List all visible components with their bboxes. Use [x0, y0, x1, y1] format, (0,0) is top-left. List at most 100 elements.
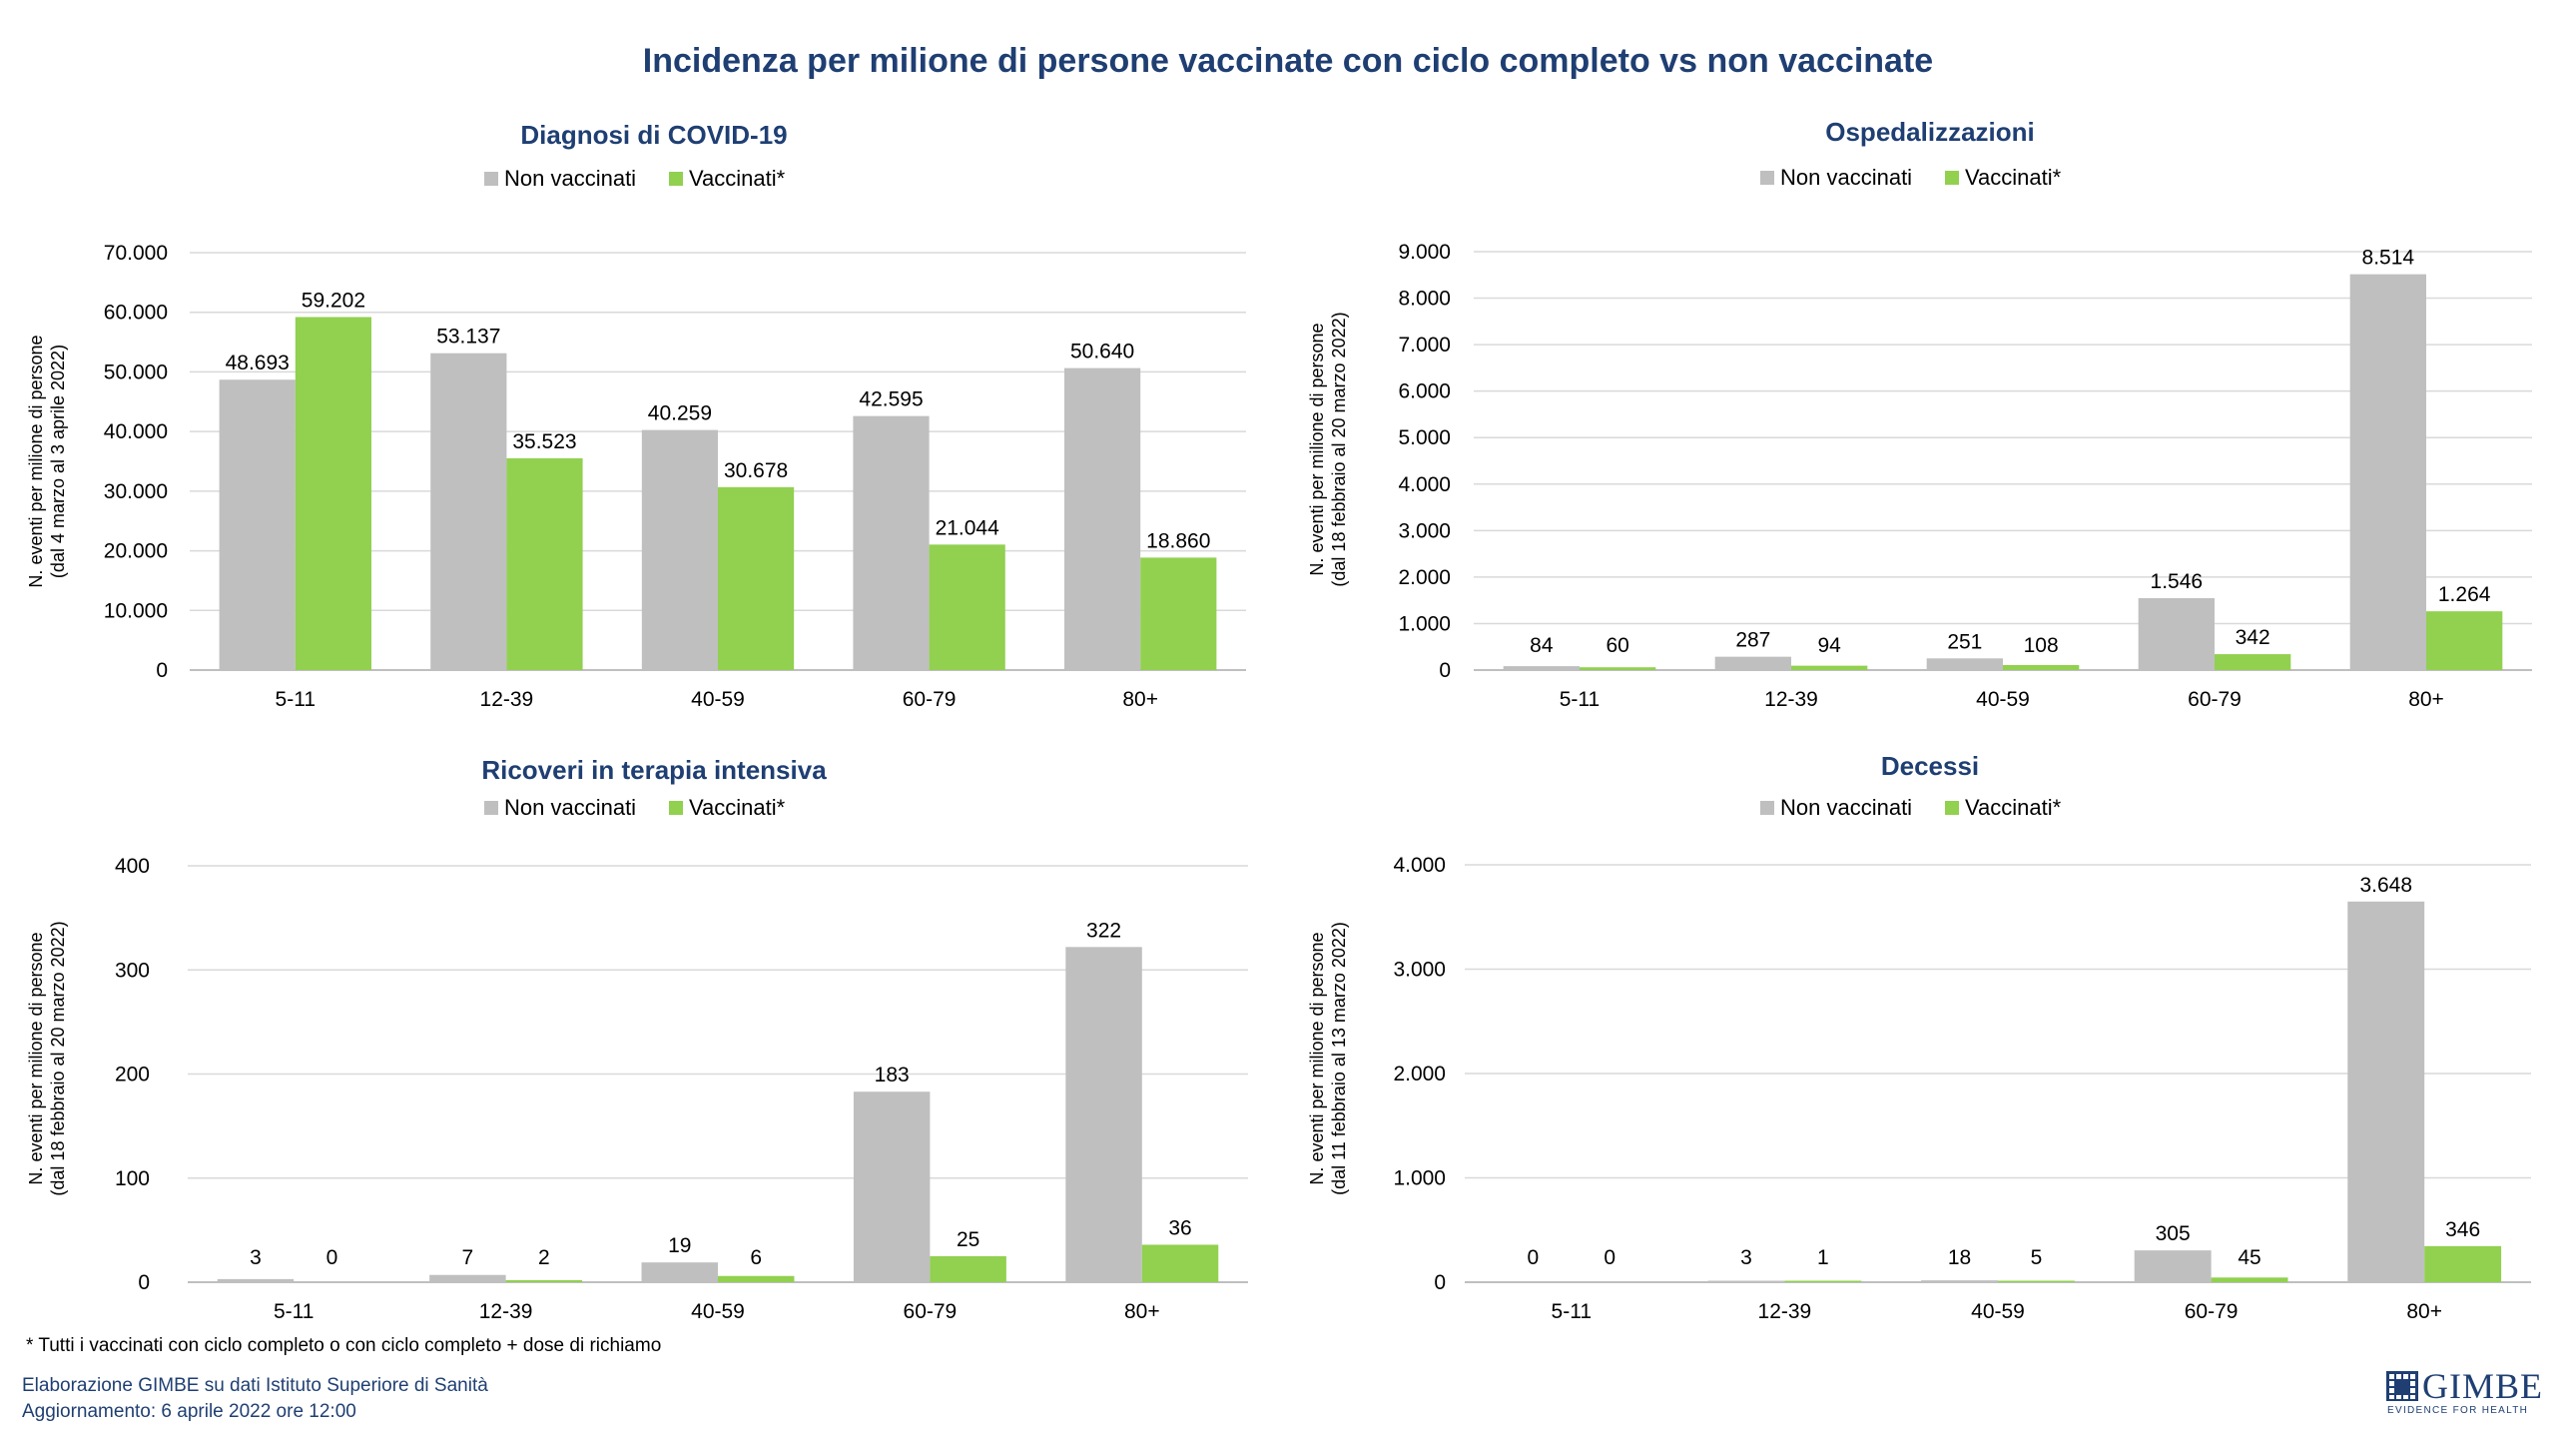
chart4-legend-label-non-vaccinati: Non vaccinati [1780, 795, 1912, 820]
chart3-data-label: 2 [538, 1246, 550, 1269]
chart4-data-label: 45 [2238, 1246, 2260, 1269]
chart4-ytick-label: 1.000 [1393, 1167, 1446, 1190]
chart1-ytick-label: 60.000 [104, 302, 168, 325]
chart1-legend-swatch-vaccinati [669, 172, 683, 186]
gimbe-logo-tagline: EVIDENCE FOR HEALTH [2387, 1405, 2529, 1416]
chart1-xtick-label: 80+ [1122, 688, 1158, 711]
chart3-legend-swatch-vaccinati [669, 801, 683, 815]
chart2-ylabel-line-1: N. eventi per milione di persone [1307, 323, 1327, 575]
chart3-legend-label-non-vaccinati: Non vaccinati [504, 795, 636, 820]
chart3-data-label: 36 [1168, 1216, 1191, 1239]
chart4-xtick-label: 60-79 [2185, 1300, 2239, 1323]
chart1-bar-non-vaccinati [219, 379, 296, 670]
chart2-data-label: 251 [1947, 630, 1982, 653]
chart1-bar-non-vaccinati [853, 415, 930, 670]
chart4-data-label: 346 [2445, 1218, 2480, 1241]
chart2-bar-vaccinati [2215, 654, 2291, 670]
chart3-data-label: 7 [462, 1246, 474, 1269]
chart3-bar-non-vaccinati [429, 1274, 506, 1282]
chart3-ytick-label: 100 [115, 1167, 150, 1190]
chart3-ylabel-line-1: N. eventi per milione di persone [26, 932, 46, 1184]
chart1-ytick-label: 20.000 [104, 540, 168, 563]
chart2-bar-non-vaccinati [1714, 656, 1791, 670]
chart2-data-label: 8.514 [2362, 247, 2415, 270]
gimbe-logo: GIMBE EVIDENCE FOR HEALTH [2384, 1368, 2544, 1418]
chart3-legend-label-vaccinati: Vaccinati* [689, 795, 786, 820]
chart1-data-label: 50.640 [1070, 341, 1134, 363]
chart3-ytick-label: 400 [115, 855, 150, 878]
chart1-title: Diagnosi di COVID-19 [520, 120, 787, 150]
chart2-data-label: 1.264 [2438, 583, 2491, 606]
chart3-data-label: 6 [750, 1246, 762, 1269]
chart3-xtick-label: 5-11 [274, 1300, 314, 1323]
chart4-bar-non-vaccinati [1921, 1280, 1998, 1282]
chart1-ytick-label: 10.000 [104, 599, 168, 622]
chart1-bar-vaccinati [718, 486, 795, 670]
chart1-data-label: 59.202 [302, 289, 365, 312]
chart1-xtick-label: 60-79 [903, 688, 957, 711]
chart2-ytick-label: 6.000 [1398, 380, 1451, 403]
chart4-bar-vaccinati [1784, 1280, 1862, 1282]
credit-update: Aggiornamento: 6 aprile 2022 ore 12:00 [22, 1401, 356, 1422]
chart3-ytick-label: 300 [115, 959, 150, 982]
chart4-ylabel-line-1: N. eventi per milione di persone [1307, 932, 1327, 1184]
chart2-bar-vaccinati [2426, 611, 2503, 670]
chart3-ytick-label: 200 [115, 1064, 150, 1086]
gimbe-logo-mark-icon [2386, 1371, 2418, 1401]
chart1-data-label: 18.860 [1146, 529, 1210, 552]
chart1-legend-swatch-non-vaccinati [484, 172, 498, 186]
chart1-data-label: 42.595 [859, 388, 923, 411]
chart1-ylabel: N. eventi per milione di persone (dal 4 m… [26, 335, 68, 587]
chart3-xtick-label: 80+ [1124, 1300, 1160, 1323]
chart3-legend-swatch-non-vaccinati [484, 801, 498, 815]
chart3-bar-vaccinati [1141, 1244, 1219, 1282]
chart2-data-label: 60 [1606, 634, 1628, 657]
chart3-ylabel: N. eventi per milione di persone (dal 18 … [26, 921, 68, 1195]
chart1-data-label: 21.044 [936, 516, 1000, 539]
chart3-bar-vaccinati [930, 1255, 1006, 1282]
chart1-bar-vaccinati [506, 457, 583, 670]
chart2-bar-vaccinati [1791, 665, 1868, 670]
chart3-ylabel-line-2: (dal 18 febbraio al 20 marzo 2022) [48, 921, 68, 1195]
chart2-ylabel-line-2: (dal 18 febbraio al 20 marzo 2022) [1329, 312, 1349, 586]
gimbe-logo-text: GIMBE [2422, 1366, 2543, 1406]
chart4-ylabel-line-2: (dal 11 febbraio al 13 marzo 2022) [1329, 922, 1349, 1195]
chart2-ytick-label: 8.000 [1398, 288, 1451, 311]
chart4-data-label: 3 [1740, 1246, 1752, 1269]
chart2-bar-vaccinati [2003, 664, 2080, 670]
chart1-bar-non-vaccinati [1064, 367, 1141, 670]
chart3-ytick-label: 0 [138, 1271, 150, 1294]
chart4-bar-non-vaccinati [2134, 1250, 2212, 1282]
chart3-xtick-label: 60-79 [904, 1300, 958, 1323]
chart2-title: Ospedalizzazioni [1825, 117, 2035, 147]
chart1-ylabel-line-2: (dal 4 marzo al 3 aprile 2022) [48, 345, 68, 578]
chart3-title: Ricoveri in terapia intensiva [481, 755, 827, 785]
chart1-bar-vaccinati [1140, 557, 1217, 670]
chart1-bar-non-vaccinati [641, 429, 718, 670]
chart1-data-label: 30.678 [724, 459, 788, 482]
chart2-legend-label-vaccinati: Vaccinati* [1965, 165, 2062, 190]
chart2-ytick-label: 4.000 [1398, 473, 1451, 496]
chart2-xtick-label: 40-59 [1976, 688, 2030, 711]
chart4-data-label: 305 [2156, 1222, 2191, 1245]
chart4-data-label: 1 [1817, 1246, 1829, 1269]
chart2-legend-swatch-non-vaccinati [1760, 171, 1774, 185]
chart2-ytick-label: 0 [1439, 659, 1451, 682]
chart4-ytick-label: 3.000 [1393, 959, 1446, 982]
chart2-data-label: 94 [1817, 634, 1841, 657]
chart2-ytick-label: 3.000 [1398, 519, 1451, 542]
chart1-ytick-label: 70.000 [104, 242, 168, 265]
chart3-bar-non-vaccinati [641, 1262, 718, 1282]
chart1-ytick-label: 50.000 [104, 360, 168, 383]
chart3-xtick-label: 12-39 [479, 1300, 533, 1323]
chart2-data-label: 1.546 [2151, 570, 2204, 593]
chart2-ytick-label: 2.000 [1398, 566, 1451, 589]
footnote: * Tutti i vaccinati con ciclo completo o… [26, 1335, 662, 1356]
chart1-bar-vaccinati [929, 544, 1005, 670]
page-title: Incidenza per milione di persone vaccina… [642, 42, 1934, 80]
chart3-bar-non-vaccinati [853, 1091, 931, 1282]
chart4-data-label: 0 [1604, 1246, 1615, 1269]
chart1-ytick-label: 40.000 [104, 420, 168, 443]
chart2-ytick-label: 9.000 [1398, 241, 1451, 264]
chart1-data-label: 40.259 [648, 402, 712, 425]
